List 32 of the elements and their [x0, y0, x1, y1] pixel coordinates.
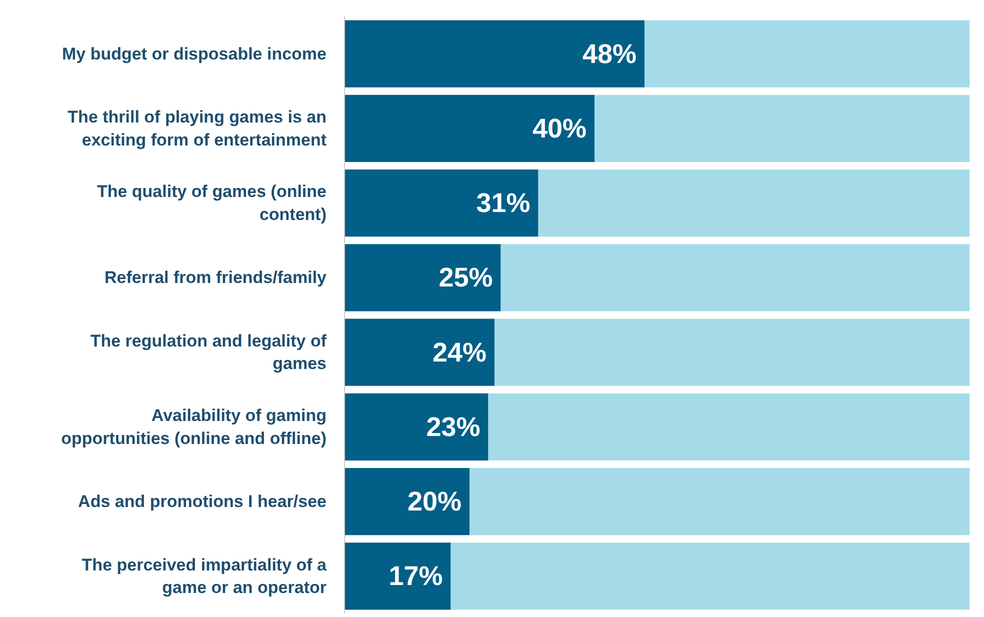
- bar: [344, 318, 495, 386]
- data-label: 48%: [582, 38, 637, 69]
- bar: [500, 244, 970, 312]
- y-tick-label: The thrill of playing games is an exciting form of entertainment: [68, 108, 327, 150]
- y-tick-label: The perceived impartiality of a game or an operator: [82, 555, 328, 598]
- bar: [344, 542, 451, 610]
- y-tick-label: The quality of games (online content): [96, 182, 327, 224]
- bar: [344, 393, 488, 461]
- bar: [450, 542, 970, 610]
- data-label: 40%: [532, 113, 587, 144]
- data-label: 25%: [438, 262, 493, 293]
- bar: [344, 20, 645, 88]
- bar: [494, 318, 970, 386]
- data-label: 23%: [426, 412, 480, 442]
- y-tick-label: Availability of gaming opportunities (online and offline): [61, 406, 327, 448]
- y-tick-label: The regulation and legality of games: [90, 331, 327, 374]
- bar: [594, 94, 970, 162]
- y-tick-label: My budget or disposable income: [62, 44, 327, 64]
- bar: [538, 169, 970, 237]
- y-tick-label: Ads and promotions I hear/see: [78, 492, 327, 512]
- data-label: 31%: [476, 188, 530, 218]
- bar: [344, 94, 595, 162]
- bar: [470, 468, 970, 536]
- bar: [344, 468, 470, 536]
- bar: [488, 393, 970, 461]
- data-label: 20%: [407, 486, 462, 517]
- data-label: 17%: [388, 561, 443, 592]
- y-tick-label: Referral from friends/family: [104, 268, 328, 288]
- data-label: 24%: [432, 337, 487, 368]
- bar: [344, 244, 501, 312]
- bar: [644, 20, 970, 88]
- bar: [344, 169, 538, 237]
